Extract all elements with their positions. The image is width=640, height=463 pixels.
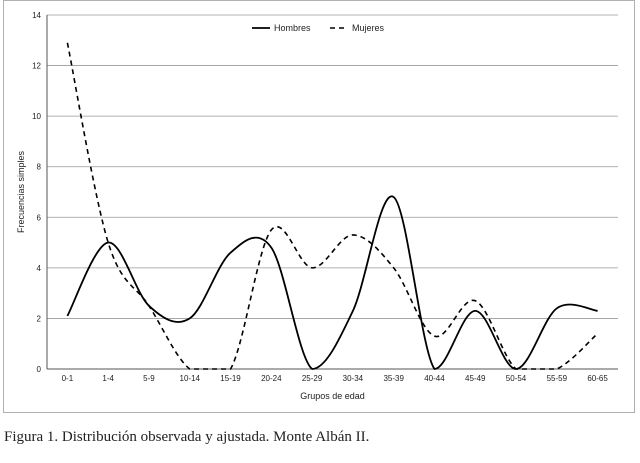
y-tick-label: 4 [37,264,42,273]
x-tick-label: 50-54 [506,374,527,383]
x-tick-label: 15-19 [220,374,241,383]
legend: Hombres Mujeres [252,23,385,33]
y-tick-label: 2 [37,314,42,323]
x-tick-label: 55-59 [547,374,568,383]
y-tick-label: 10 [32,112,41,121]
series-lines [66,42,599,370]
chart-frame: 0 2 4 6 8 10 12 14 0-1 1-4 5-9 10-14 15-19 20-24 25-2… [3,0,635,413]
y-tick-label: 6 [37,213,42,222]
x-tick-label: 0-1 [62,374,74,383]
line-chart: 0 2 4 6 8 10 12 14 0-1 1-4 5-9 10-14 15-19 20-24 25-2… [16,11,618,401]
x-axis-title: Grupos de edad [300,391,365,401]
legend-label-hombres: Hombres [274,23,311,33]
series-line-mujeres [66,42,599,370]
x-tick-label: 10-14 [180,374,201,383]
gridlines [47,14,618,319]
x-tick-label: 60-65 [587,374,608,383]
x-tick-labels: 0-1 1-4 5-9 10-14 15-19 20-24 25-29 30-34 35-39 4… [62,374,609,383]
y-tick-label: 12 [32,62,41,71]
series-line-hombres [66,195,598,370]
x-tick-label: 25-29 [302,374,323,383]
y-axis-title: Frecuencias simples [16,150,26,233]
x-tick-label: 5-9 [143,374,155,383]
x-tick-label: 45-49 [465,374,486,383]
x-tick-label: 30-34 [343,374,364,383]
axes [46,15,618,370]
legend-label-mujeres: Mujeres [352,23,385,33]
y-tick-label: 14 [32,11,41,20]
x-tick-label: 35-39 [383,374,404,383]
y-tick-label: 8 [37,163,42,172]
y-tick-labels: 0 2 4 6 8 10 12 14 [32,11,41,374]
figure-caption: Figura 1. Distribución observada y ajust… [4,429,370,445]
x-tick-label: 1-4 [102,374,114,383]
x-tick-label: 40-44 [424,374,445,383]
x-tick-label: 20-24 [261,374,282,383]
y-tick-label: 0 [37,365,42,374]
